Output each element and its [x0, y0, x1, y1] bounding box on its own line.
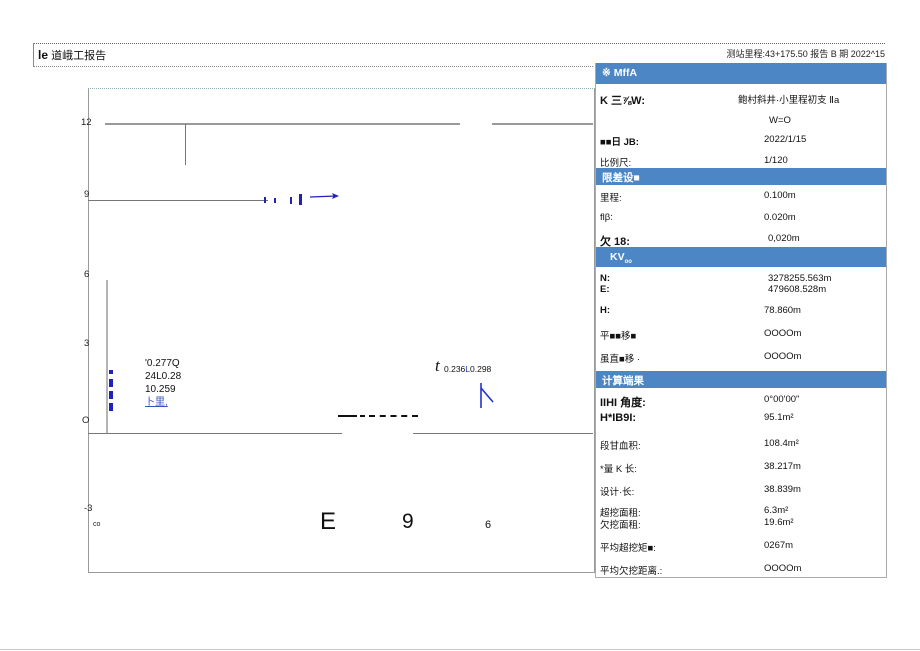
- dash-series: [369, 415, 418, 417]
- row-value: 479608.528m: [768, 284, 827, 295]
- right-val-2: 0.298: [470, 364, 492, 374]
- row-label: 里程:: [600, 193, 622, 204]
- left-annotation-line1: '0.277Q: [145, 358, 180, 369]
- row-label: 欠 18:: [600, 236, 630, 248]
- row-label: H:: [600, 305, 611, 316]
- row-label: 平均欠挖距离.:: [600, 566, 663, 577]
- axis-label-3: 3: [84, 338, 90, 349]
- row-label: 设计·长:: [600, 487, 635, 498]
- row-label: N:: [600, 273, 611, 284]
- right-val-l: L: [465, 364, 471, 374]
- bottom-number-9: 9: [402, 510, 414, 533]
- row-label: flβ:: [600, 212, 613, 223]
- row-label: 段甘血积:: [600, 441, 641, 452]
- level-line-12-right: [492, 123, 593, 125]
- row-label: 平均超挖矩■:: [600, 543, 656, 554]
- row-label: ■■日 JB:: [600, 137, 639, 148]
- page-bottom-edge: [0, 649, 920, 650]
- row-value: 78.860m: [764, 305, 801, 316]
- bottom-letter-e: E: [320, 508, 337, 535]
- page-title: le 道峨工报告: [38, 47, 106, 63]
- blue-tick-2: [274, 198, 276, 203]
- row-value: 0°00'00": [764, 394, 800, 405]
- baseline-right: [413, 433, 593, 434]
- kv-title: KV: [610, 251, 625, 263]
- left-annotation: '0.277Q 24L0.28 10.259 卜里,: [145, 357, 181, 409]
- blue-tick-3: [290, 197, 292, 204]
- row-value: 38.217m: [764, 461, 801, 472]
- annotation-link[interactable]: 卜里,: [145, 397, 168, 408]
- section-header-tolerance: 限差设■: [596, 168, 886, 185]
- row-value: 3278255.563m: [768, 273, 832, 284]
- blue-arrow-icon: [310, 193, 339, 199]
- blue-tick-4: [299, 194, 302, 205]
- axis-label-6: 6: [84, 269, 90, 280]
- row-value: OOOOm: [764, 351, 802, 362]
- row-label: 欠挖面租:: [600, 520, 641, 531]
- cross-section-canvas: [88, 88, 595, 573]
- row-value: 1/120: [764, 155, 788, 166]
- row-value: 95.1m²: [764, 412, 794, 423]
- station-mileage-text: 测站里程:43+175.50 报告 B 期 2022^15: [726, 49, 885, 59]
- axis-label-12: 12: [81, 117, 92, 128]
- section-header-info: ※ MffA: [596, 63, 886, 84]
- row-value: 2022/1/15: [764, 134, 807, 145]
- row-label: *量 K 长:: [600, 464, 637, 475]
- row-value: 0.020m: [764, 212, 796, 223]
- level-line-9: [88, 200, 268, 201]
- left-annotation-line2: 24L0.28: [145, 371, 182, 382]
- row-value: 38.839m: [764, 484, 801, 495]
- row-value: OOOOm: [764, 328, 802, 339]
- row-value: 0,020m: [768, 233, 800, 244]
- row-label: K 三⅞W:: [600, 95, 646, 107]
- row-label: 虽直■移 ·: [600, 354, 641, 365]
- blue-bar-dot: [109, 370, 113, 374]
- dash-dot: [360, 415, 365, 417]
- axis-label-0: O: [82, 415, 90, 426]
- level-line-12-left: [105, 123, 460, 125]
- co-label: co: [93, 521, 101, 528]
- row-value: 6.3m²: [764, 505, 789, 516]
- title-top-rule: [33, 43, 885, 44]
- title-left-rule: [33, 43, 34, 66]
- left-annotation-line3: 10.259: [145, 384, 176, 395]
- page-title-text: 道峨工报告: [48, 50, 107, 62]
- row-value: 0267m: [764, 540, 794, 551]
- section-header-kv: KVoo: [596, 247, 886, 267]
- row-value: OOOOm: [764, 563, 802, 574]
- right-val-1: 0.236: [444, 364, 466, 374]
- row-label: 超挖面租:: [600, 508, 641, 519]
- axis-label-9: 9: [84, 189, 90, 200]
- row-label: 比例尺:: [600, 158, 632, 169]
- dash-long: [338, 415, 357, 417]
- kv-subscript: oo: [624, 259, 632, 266]
- right-annotation-values: 0.236L0.298: [444, 364, 491, 374]
- data-panel: ※ MffA K 三⅞W: 鲍村斜井·小里程初支 Ⅱa W=O ■■日 JB: …: [595, 63, 887, 578]
- blue-bar-dashed: [109, 379, 113, 411]
- page-title-prefix: le: [38, 48, 49, 62]
- section-header-results: 计算端果: [596, 371, 886, 388]
- axis-label-neg3: -3: [84, 503, 93, 514]
- row-value: 19.6m²: [764, 517, 794, 528]
- row-label: 平■■移■: [600, 331, 637, 342]
- center-reference-line: [106, 280, 108, 433]
- row-value: W=O: [769, 115, 791, 126]
- row-value: 0.100m: [764, 190, 796, 201]
- row-value: 鲍村斜井·小里程初支 Ⅱa: [738, 95, 840, 106]
- blue-flag-icon: [480, 383, 494, 408]
- row-value: 108.4m²: [764, 438, 799, 449]
- row-label: IIHI 角度:: [600, 397, 646, 409]
- title-bottom-rule: [33, 66, 593, 67]
- baseline-left: [88, 433, 342, 434]
- t-annotation: t: [435, 356, 440, 375]
- bottom-number-6: 6: [485, 519, 492, 531]
- row-label: E:: [600, 284, 610, 295]
- row-label: H*IB9I:: [600, 412, 637, 424]
- blue-tick-1: [264, 197, 266, 203]
- level-line-12-tick: [185, 124, 186, 165]
